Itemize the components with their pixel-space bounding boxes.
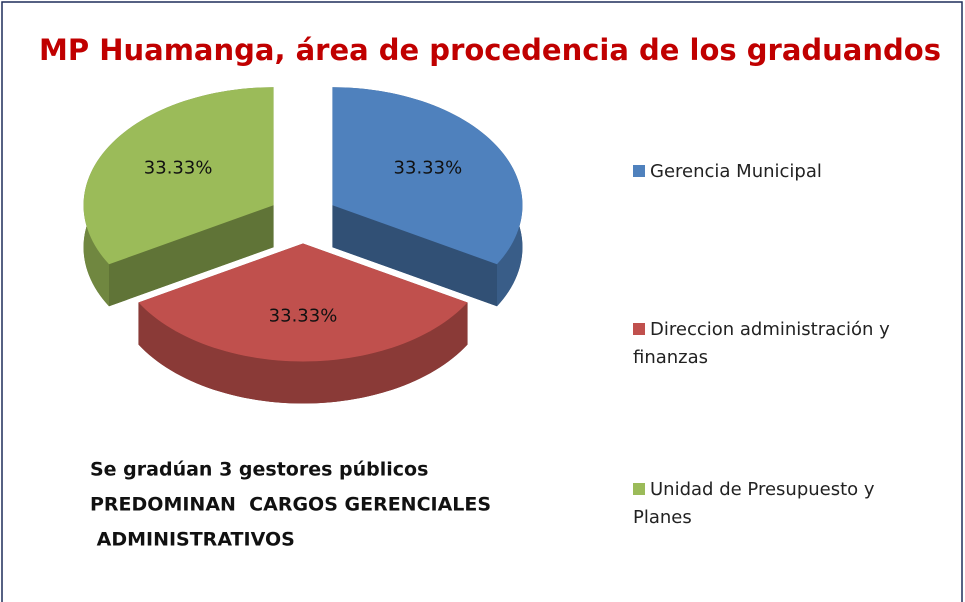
legend-entry: Unidad de Presupuesto y Planes xyxy=(633,476,915,532)
data-label: 33.33% xyxy=(144,158,213,179)
annotation: Se gradúan 3 gestores públicos xyxy=(90,459,428,481)
data-label: 33.33% xyxy=(269,306,338,327)
slice xyxy=(83,87,274,265)
legend-entry: Direccion administración y finanzas xyxy=(633,316,915,372)
legend-label: Direccion administración y finanzas xyxy=(633,319,890,368)
legend-label: Gerencia Municipal xyxy=(650,161,822,182)
slice-side xyxy=(109,205,274,307)
legend-swatch xyxy=(633,323,645,335)
annotation: PREDOMINAN CARGOS GERENCIALES xyxy=(90,494,491,516)
slice xyxy=(138,243,468,362)
annotation: ADMINISTRATIVOS xyxy=(90,529,295,551)
legend-swatch xyxy=(633,165,645,177)
slice xyxy=(138,243,468,404)
chart-title: MP Huamanga, área de procedencia de los … xyxy=(39,33,941,67)
slice xyxy=(332,87,523,265)
slice-side xyxy=(332,205,497,307)
slice xyxy=(332,87,523,307)
slice xyxy=(83,87,274,307)
data-label: 33.33% xyxy=(394,158,463,179)
legend-swatch xyxy=(633,483,645,495)
legend-entry: Gerencia Municipal xyxy=(633,158,915,186)
slice-side xyxy=(138,302,468,404)
legend-label: Unidad de Presupuesto y Planes xyxy=(633,479,875,528)
